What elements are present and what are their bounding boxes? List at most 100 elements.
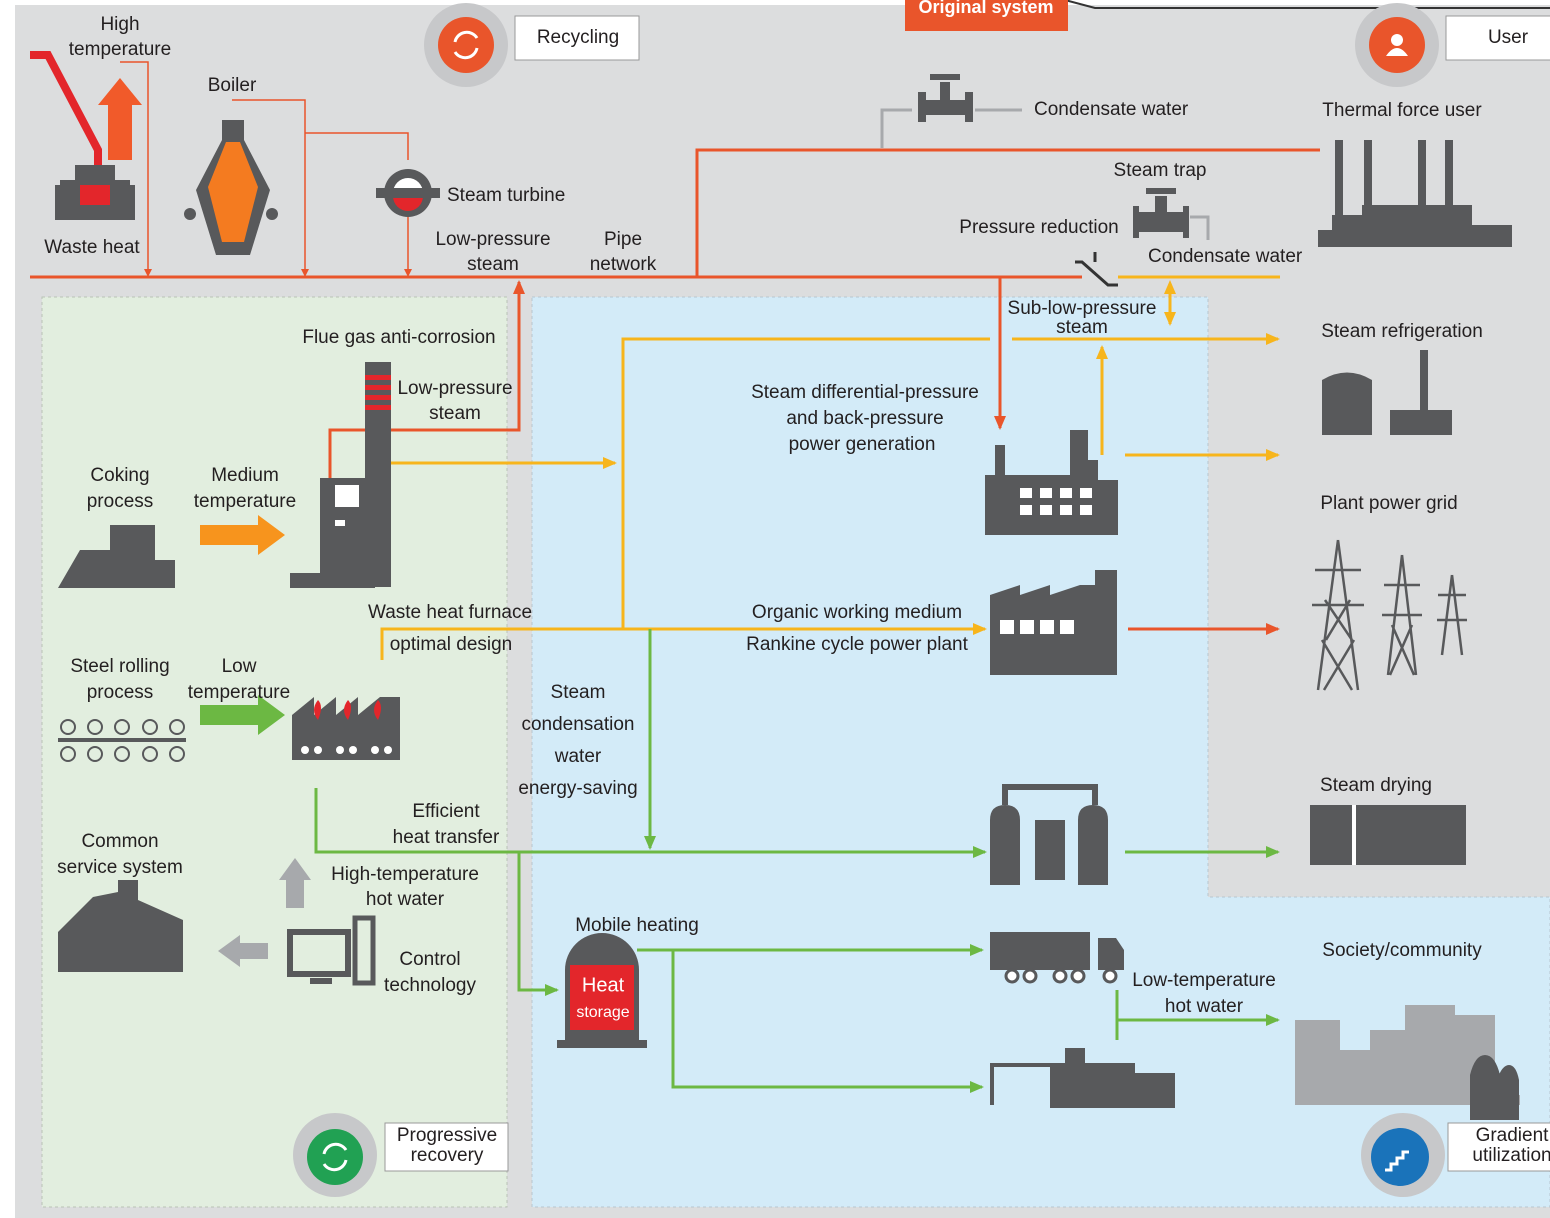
icons-part-part [114, 746, 130, 762]
icons-part [1310, 805, 1466, 865]
label: Mobile heating [575, 915, 699, 936]
flow-lines [30, 51, 1320, 1093]
label: network [590, 254, 657, 275]
label: Efficient [412, 801, 480, 822]
label: Steam drying [1320, 775, 1432, 796]
badge-label: Recycling [537, 27, 619, 48]
flow-lines-part [1190, 215, 1210, 240]
icons-part-part [1000, 620, 1014, 634]
label: service system [57, 857, 183, 878]
label: hot water [366, 889, 445, 910]
flow-lines-part [232, 99, 309, 277]
flow-lines-part [279, 858, 311, 908]
icons-part-part [1335, 140, 1343, 230]
flow-lines-part [314, 788, 987, 858]
badges-part [438, 17, 494, 73]
icons-part [1322, 350, 1452, 435]
icons-part-part [365, 385, 391, 390]
icons-part [1000, 620, 1074, 634]
badges-part [384, 1122, 509, 1172]
icons-part-part [1040, 620, 1054, 634]
flow-lines-part [218, 935, 268, 967]
icons-part-part [335, 485, 359, 507]
icons-part-part [87, 746, 103, 762]
icons-part [376, 188, 440, 198]
icons-part-part [1020, 505, 1032, 515]
icons-part-part [384, 746, 392, 754]
flow-lines-part [120, 61, 152, 277]
icons-part-part [114, 719, 130, 735]
label: temperature [69, 39, 171, 60]
backgrounds-part [905, 0, 1068, 31]
flow-lines-part [200, 695, 285, 735]
badges-part [1385, 1150, 1409, 1172]
icons-part-part [1040, 488, 1052, 498]
label: Medium [211, 465, 279, 486]
icons-part [1312, 539, 1467, 691]
icons-part-part [371, 746, 379, 754]
label: Society/community [1322, 940, 1482, 961]
flow-lines-part [1115, 990, 1278, 1040]
icons-part-part [314, 700, 321, 720]
icons-part-part [60, 719, 76, 735]
flow-lines-part [200, 515, 285, 555]
label: Control [399, 949, 460, 970]
label: steam [467, 254, 519, 275]
badges-part [1386, 48, 1408, 56]
flow-lines-part [328, 280, 525, 478]
label: Steel rolling [70, 656, 169, 677]
icons-part-part [1102, 968, 1118, 984]
icons-part-part [365, 405, 391, 410]
icons-part [1020, 488, 1092, 515]
icons-part [301, 746, 392, 754]
label: Organic working medium [752, 602, 962, 623]
icons-part [1295, 1005, 1520, 1105]
icons-part [1335, 140, 1453, 230]
label: Plant power grid [1320, 493, 1457, 514]
label: energy-saving [518, 778, 637, 799]
label: High-temperature [331, 864, 479, 885]
badges-part [1445, 15, 1550, 61]
icons-part-part [336, 746, 344, 754]
label: storage [576, 1004, 629, 1021]
banner: Original system [918, 0, 1053, 17]
backgrounds-part [41, 296, 508, 1208]
icons-part [314, 700, 381, 720]
label: Boiler [208, 75, 257, 96]
icons-part [1133, 188, 1189, 238]
icons-part [990, 932, 1124, 970]
label: Waste heat furnace [368, 602, 532, 623]
icons-part-part [169, 746, 185, 762]
icons-part [58, 880, 183, 972]
label: Heat [582, 974, 625, 996]
icons-part [918, 74, 973, 122]
icons-part [1004, 968, 1118, 984]
flow-lines-part [671, 950, 984, 1093]
label: Waste heat [44, 237, 140, 258]
icons-part-part [1437, 574, 1467, 656]
badges-part [322, 1142, 348, 1172]
label: temperature [188, 682, 290, 703]
label: steam [429, 403, 481, 424]
icons-part-part [374, 700, 381, 720]
label: water [554, 746, 602, 767]
badge-label: utilization [1472, 1145, 1550, 1166]
label: Pressure reduction [959, 217, 1118, 238]
badge-label: recovery [411, 1145, 484, 1166]
label: hot water [1165, 996, 1244, 1017]
flow-lines-part [380, 623, 987, 660]
label: Low [222, 656, 257, 677]
icons-part-part [1052, 968, 1068, 984]
badges-part [1391, 34, 1403, 46]
label: optimal design [390, 634, 513, 655]
icons-part [352, 915, 376, 986]
label: Steam trap [1114, 160, 1207, 181]
label: Flue gas anti-corrosion [302, 327, 495, 348]
icons-part [990, 1063, 1060, 1105]
icons-part [1050, 1048, 1175, 1108]
icons-part [393, 196, 423, 211]
badges-part [453, 30, 479, 60]
label: Thermal force user [1322, 100, 1482, 121]
label: process [87, 682, 154, 703]
